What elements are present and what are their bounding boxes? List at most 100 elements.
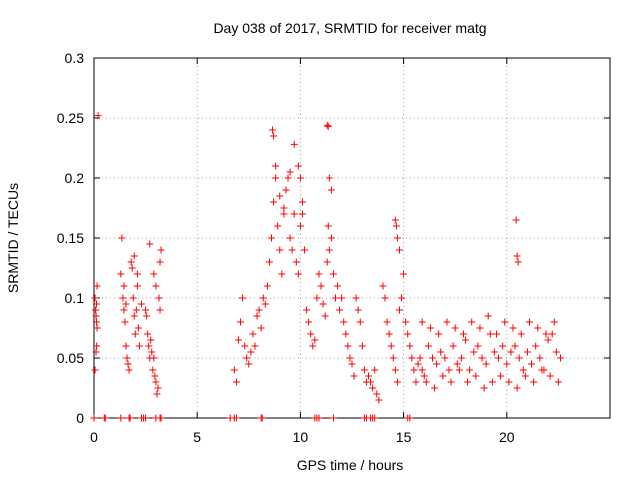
data-point [241,342,249,350]
x-axis: 0 5 10 15 20 [90,58,515,445]
data-point [152,378,160,386]
data-point [280,210,288,218]
data-point [93,324,101,332]
data-point [443,318,451,326]
data-points [90,112,564,422]
data-point [280,204,288,212]
data-point [474,342,482,350]
data-point [120,282,128,290]
data-point [268,234,276,242]
data-point [237,318,245,326]
data-point [276,246,284,254]
data-point [414,360,422,368]
data-point [329,270,337,278]
data-point [329,414,337,422]
data-point [371,366,379,374]
data-point [482,360,490,368]
data-point [554,378,562,386]
data-point [420,372,428,380]
data-point [129,294,137,302]
data-point [232,414,240,422]
data-point [439,372,447,380]
data-point [503,360,511,368]
data-point [234,336,242,344]
data-point [286,168,294,176]
data-point [147,336,155,344]
data-point [128,264,136,272]
data-point [269,126,277,134]
data-point [331,294,339,302]
data-point [532,342,540,350]
data-point [346,354,354,362]
data-point [130,312,138,320]
data-point [142,414,150,422]
data-point [495,354,503,362]
data-point [92,312,100,320]
data-point [528,360,536,368]
data-point [342,330,350,338]
data-point [323,121,331,129]
data-point [526,318,534,326]
data-point [255,306,263,314]
data-point [270,198,278,206]
data-point [278,270,286,278]
data-point [321,312,329,320]
data-point [406,414,414,422]
data-point [492,330,500,338]
data-point [340,318,348,326]
data-point [464,378,472,386]
data-point [490,348,498,356]
data-point [517,330,525,338]
x-tick-label: 5 [193,429,201,445]
data-point [259,294,267,302]
data-point [441,354,449,362]
data-point [393,378,401,386]
data-point [150,270,158,278]
data-point [93,342,101,350]
y-axis: 0 0.05 0.1 0.15 0.2 0.25 0.3 [57,50,610,426]
data-point [548,330,556,338]
data-point [298,198,306,206]
data-point [134,324,142,332]
data-point [324,122,332,130]
data-point [391,366,399,374]
data-point [296,222,304,230]
data-point [307,330,315,338]
data-point [296,174,304,182]
data-point [257,324,265,332]
data-point [470,348,478,356]
data-point [462,336,470,344]
data-point [445,366,453,374]
data-point [544,336,552,344]
data-point [334,282,342,290]
data-point [305,318,313,326]
data-point [387,342,395,350]
data-point [538,366,546,374]
data-point [350,372,358,380]
data-point [499,342,507,350]
data-point [486,330,494,338]
data-point [123,354,131,362]
data-point [121,318,129,326]
data-point [459,330,467,338]
data-point [149,366,157,374]
data-point [150,354,158,362]
data-point [381,294,389,302]
data-point [133,270,141,278]
data-point [133,282,141,290]
data-point [375,396,383,404]
data-point [132,306,140,314]
data-point [294,162,302,170]
data-point [119,294,127,302]
data-point [93,282,101,290]
data-point [398,294,406,302]
data-point [451,324,459,332]
data-point [92,306,100,314]
data-point [468,318,476,326]
data-point [323,258,331,266]
data-point [315,414,323,422]
data-point [270,132,278,140]
data-point [395,246,403,254]
y-tick-label: 0.3 [65,50,85,66]
